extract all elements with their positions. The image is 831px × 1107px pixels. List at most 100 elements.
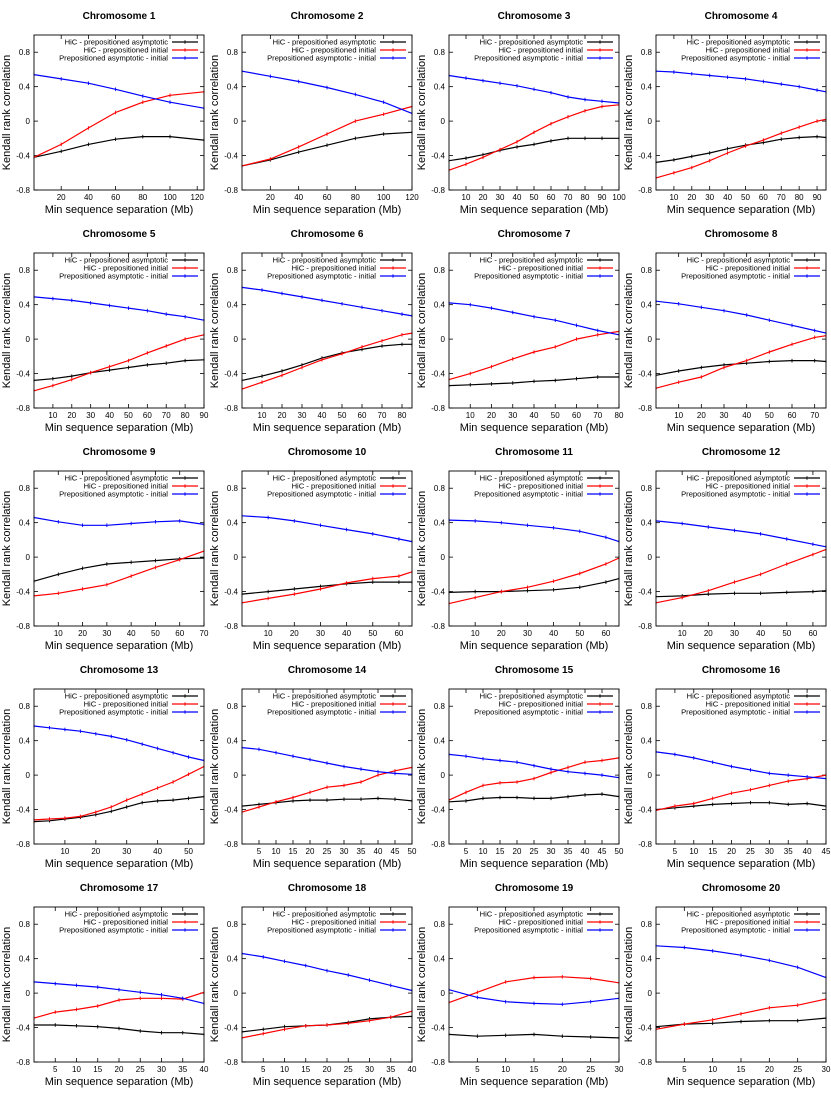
- y-tick-label: 0: [441, 553, 446, 562]
- x-tick-label: 40: [408, 1065, 417, 1074]
- x-tick-label: 20: [278, 411, 287, 420]
- series-line: [241, 332, 413, 390]
- x-tick-label: 15: [708, 847, 717, 856]
- x-tick-label: 25: [586, 1065, 595, 1074]
- y-tick-label: -0.8: [224, 622, 238, 631]
- x-tick-label: 10: [48, 411, 57, 420]
- x-tick-label: 50: [338, 411, 347, 420]
- y-tick-label: 0.4: [434, 519, 446, 528]
- plot-frame: [33, 688, 205, 845]
- x-axis-label: Min sequence separation (Mb): [460, 858, 609, 870]
- x-tick-label: 30: [298, 411, 307, 420]
- chart-panel: Chromosome 13 -0.8 -0.4 0 0.4 0.8 10 20 30 40 50 Hi…: [1, 665, 205, 870]
- legend-label: HiC - prepositioned asymptotic: [480, 256, 584, 265]
- y-tick-label: 0.8: [227, 266, 239, 275]
- y-tick-label: 0: [648, 335, 653, 344]
- x-tick-label: 30: [365, 1065, 374, 1074]
- chart-panel: Chromosome 3 -0.8 -0.4 0 0.4 0.8 10 20 30 40 50 60 7…: [416, 11, 626, 216]
- series-line: [448, 302, 620, 336]
- plot-frame: [655, 688, 827, 845]
- series-line: [241, 581, 412, 595]
- chart-title: Chromosome 17: [80, 883, 159, 894]
- y-tick-label: 0.8: [227, 702, 239, 711]
- chart-title: Chromosome 14: [288, 665, 367, 676]
- legend-label: HiC - prepositioned asymptotic: [480, 910, 584, 919]
- series-line: [33, 74, 205, 109]
- x-tick-label: 40: [200, 1065, 209, 1074]
- y-tick-label: -0.8: [638, 840, 652, 849]
- series-line: [241, 766, 413, 813]
- chart-title: Chromosome 5: [83, 229, 156, 240]
- x-tick-label: 60: [808, 629, 817, 638]
- legend-label: Prepositioned asymptotic - initial: [267, 926, 376, 935]
- x-tick-label: 40: [742, 411, 751, 420]
- x-tick-label: 60: [323, 193, 332, 202]
- x-axis-label: Min sequence separation (Mb): [667, 204, 816, 216]
- legend-label: Prepositioned asymptotic - initial: [267, 708, 376, 717]
- y-tick-label: 0: [234, 335, 239, 344]
- x-axis-label: Min sequence separation (Mb): [45, 858, 194, 870]
- y-tick-label: 0.8: [434, 702, 446, 711]
- legend-label: HiC - prepositioned initial: [292, 700, 377, 709]
- chart-title: Chromosome 19: [495, 883, 574, 894]
- x-tick-label: 40: [153, 847, 162, 856]
- x-tick-label: 80: [181, 411, 190, 420]
- x-tick-label: 20: [67, 411, 76, 420]
- x-tick-label: 10: [678, 629, 687, 638]
- y-tick-label: 0: [234, 117, 239, 126]
- x-tick-label: 30: [615, 1065, 624, 1074]
- y-tick-label: -0.4: [16, 1024, 30, 1033]
- plot-frame: [241, 252, 413, 409]
- series-line: [448, 519, 620, 543]
- chart-title: Chromosome 16: [702, 665, 781, 676]
- x-tick-label: 70: [162, 411, 171, 420]
- legend-label: HiC - prepositioned initial: [84, 46, 169, 55]
- x-tick-label: 25: [530, 847, 539, 856]
- series-line: [448, 976, 620, 1004]
- x-tick-label: 10: [60, 847, 69, 856]
- x-tick-label: 80: [398, 411, 407, 420]
- series-line: [33, 796, 205, 823]
- y-axis-label: Kendall rank correlation: [416, 55, 428, 171]
- y-axis-label: Kendall rank correlation: [416, 709, 428, 825]
- series-line: [241, 343, 412, 381]
- legend-label: HiC - prepositioned asymptotic: [480, 38, 584, 47]
- x-tick-label: 35: [564, 847, 573, 856]
- x-tick-label: 35: [178, 1065, 187, 1074]
- series-line: [33, 765, 205, 821]
- chart-title: Chromosome 4: [705, 11, 778, 22]
- x-tick-label: 40: [756, 629, 765, 638]
- x-tick-label: 20: [78, 629, 87, 638]
- legend-label: HiC - prepositioned initial: [499, 918, 584, 927]
- y-tick-label: 0.4: [19, 301, 31, 310]
- series-line: [655, 135, 827, 163]
- x-tick-label: 50: [615, 847, 624, 856]
- chart-title: Chromosome 3: [498, 11, 571, 22]
- x-tick-label: 90: [200, 411, 209, 420]
- legend-label: HiC - prepositioned initial: [499, 700, 584, 709]
- x-tick-label: 50: [368, 629, 377, 638]
- x-tick-label: 20: [323, 1065, 332, 1074]
- legend-label: HiC - prepositioned asymptotic: [480, 474, 584, 483]
- x-tick-label: 10: [689, 847, 698, 856]
- x-tick-label: 30: [730, 629, 739, 638]
- x-tick-label: 15: [289, 847, 298, 856]
- chart-title: Chromosome 1: [83, 11, 156, 22]
- y-tick-label: 0: [26, 335, 31, 344]
- legend-label: Prepositioned asymptotic - initial: [474, 708, 583, 717]
- y-tick-label: -0.4: [16, 370, 30, 379]
- plot-frame: [448, 34, 620, 191]
- legend-label: Prepositioned asymptotic - initial: [59, 490, 168, 499]
- y-tick-label: 0.4: [641, 519, 653, 528]
- legend-label: HiC - prepositioned initial: [84, 482, 169, 491]
- y-tick-label: -0.8: [431, 622, 445, 631]
- x-tick-label: 20: [697, 411, 706, 420]
- y-tick-label: -0.4: [431, 588, 445, 597]
- x-tick-label: 50: [124, 411, 133, 420]
- series-line: [448, 578, 620, 593]
- chart-title: Chromosome 15: [495, 665, 574, 676]
- chart-panel: Chromosome 5 -0.8 -0.4 0 0.4 0.8 10 20 30 40 50 60 7…: [1, 229, 209, 434]
- x-axis-label: Min sequence separation (Mb): [253, 1076, 402, 1088]
- x-tick-label: 25: [793, 1065, 802, 1074]
